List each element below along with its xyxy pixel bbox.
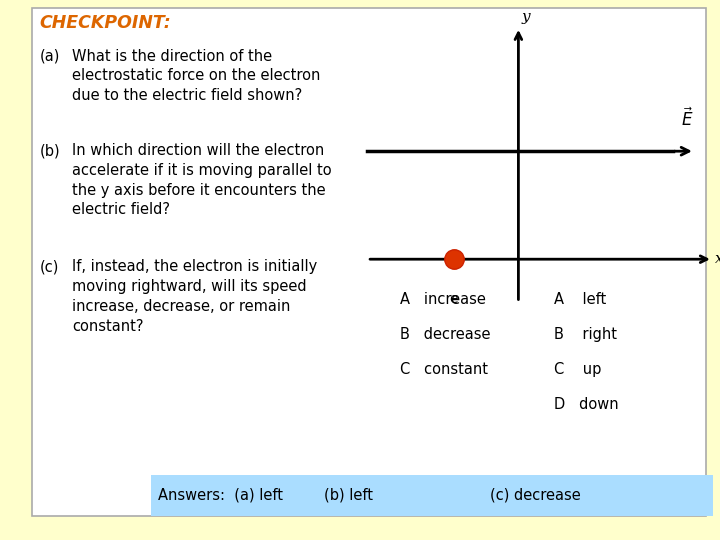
Text: If, instead, the electron is initially
moving rightward, will its speed
increase: If, instead, the electron is initially m…	[72, 259, 318, 334]
Text: (c) decrease: (c) decrease	[490, 488, 580, 503]
Text: y: y	[522, 10, 531, 24]
Text: A   increase: A increase	[400, 292, 485, 307]
Text: D   down: D down	[554, 397, 619, 412]
FancyBboxPatch shape	[151, 475, 714, 516]
Text: C    up: C up	[554, 362, 602, 377]
Text: CHECKPOINT:: CHECKPOINT:	[40, 14, 171, 31]
FancyBboxPatch shape	[32, 8, 706, 516]
Text: In which direction will the electron
accelerate if it is moving parallel to
the : In which direction will the electron acc…	[72, 143, 332, 218]
Text: (a): (a)	[40, 49, 60, 64]
Text: $\vec{E}$: $\vec{E}$	[681, 107, 694, 130]
Text: x: x	[715, 252, 720, 266]
Text: C   constant: C constant	[400, 362, 487, 377]
Text: (c): (c)	[40, 259, 59, 274]
Text: e: e	[449, 292, 458, 306]
Text: Answers:  (a) left: Answers: (a) left	[158, 488, 284, 503]
Text: (b) left: (b) left	[324, 488, 373, 503]
Text: (b): (b)	[40, 143, 60, 158]
Text: B   decrease: B decrease	[400, 327, 490, 342]
Text: B    right: B right	[554, 327, 618, 342]
Text: What is the direction of the
electrostatic force on the electron
due to the elec: What is the direction of the electrostat…	[72, 49, 320, 103]
Text: A    left: A left	[554, 292, 607, 307]
